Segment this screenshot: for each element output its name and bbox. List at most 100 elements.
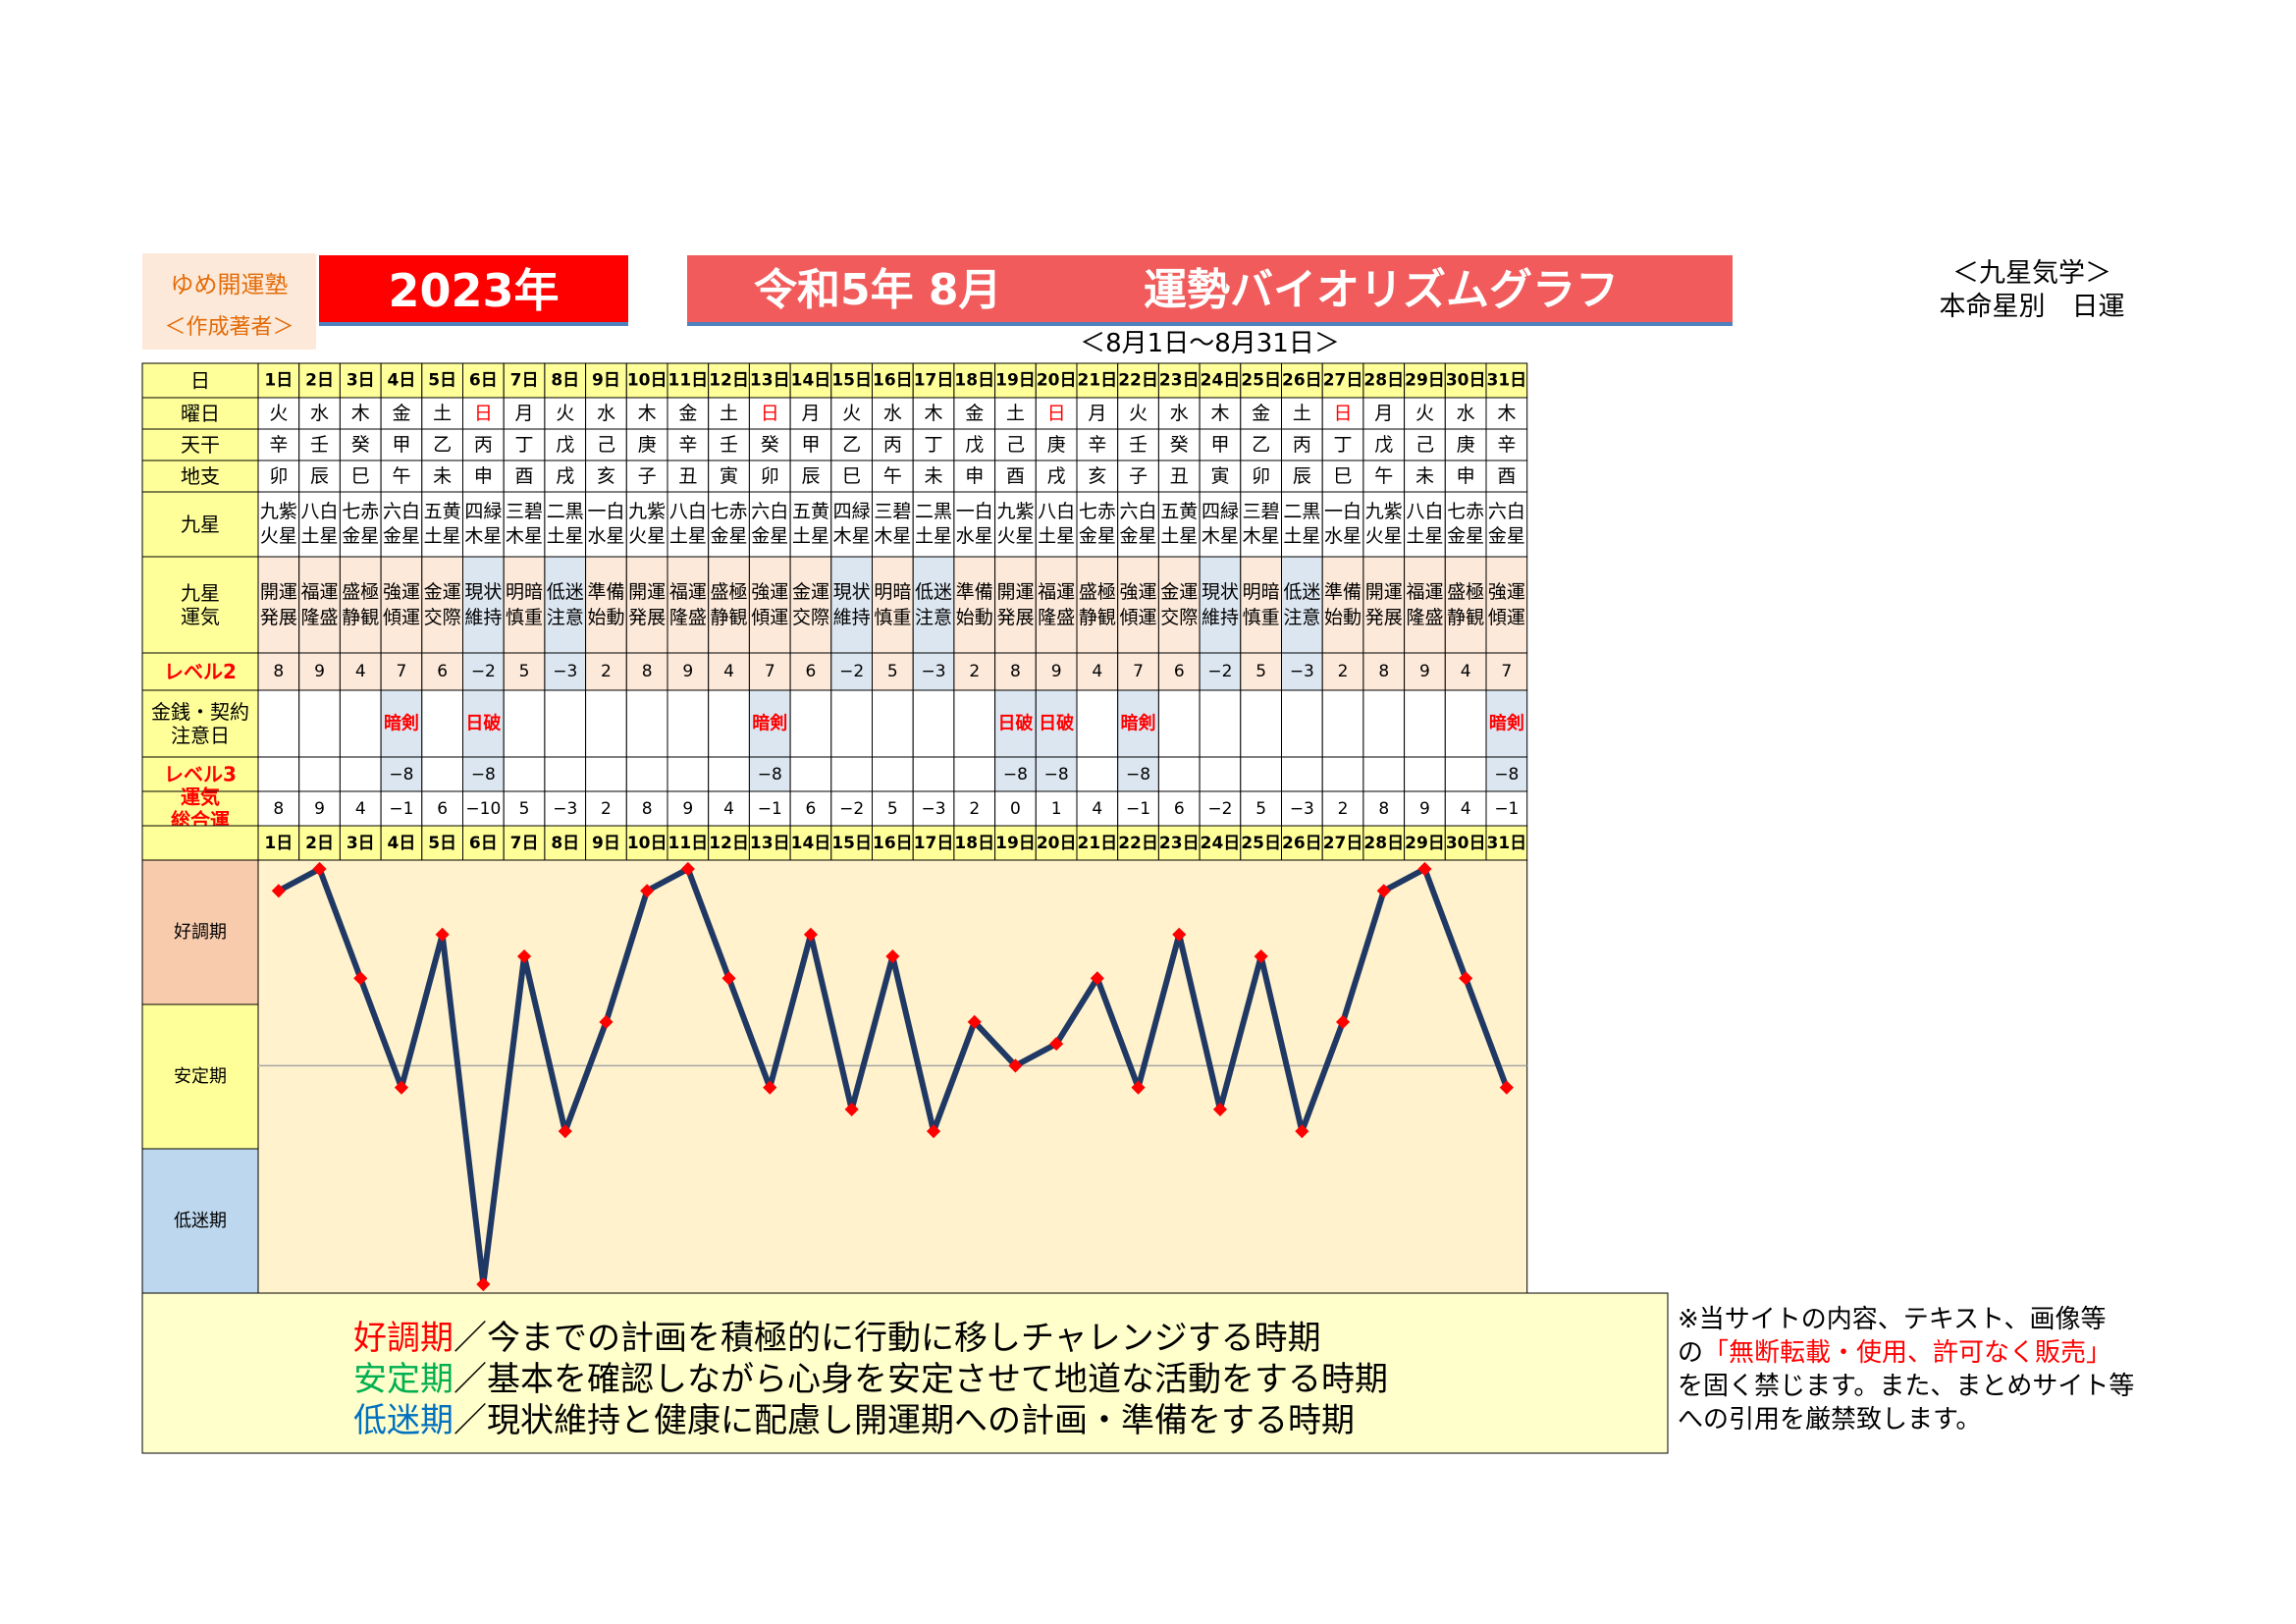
level2-value: 9 (682, 662, 693, 681)
stem-label: 丁 (1334, 434, 1353, 456)
total-value: 5 (1255, 799, 1266, 819)
level3-value: −8 (471, 765, 496, 785)
star-label-top: 六白 (1488, 501, 1525, 522)
branch-label: 申 (965, 465, 984, 487)
fortune-cell (1035, 556, 1078, 654)
level2-cell (257, 652, 300, 691)
star-label-bottom: 金星 (711, 525, 748, 547)
star-label-bottom: 金星 (1120, 525, 1157, 547)
star-label-bottom: 水星 (587, 525, 624, 547)
level2-cell (1199, 652, 1242, 691)
x-tick-label: 14日 (791, 834, 831, 853)
day-header-label: 28日 (1363, 371, 1404, 391)
branch-cell (830, 460, 873, 493)
fortune-label-bottom: 隆盛 (301, 607, 339, 628)
total-value: 2 (1338, 799, 1349, 819)
fortune-label-bottom: 静観 (1447, 607, 1484, 628)
data-point-marker (1295, 1124, 1309, 1139)
money-caution-cell (1240, 689, 1283, 758)
year-banner: 2023年 (319, 255, 628, 326)
total-value: 8 (273, 799, 284, 819)
legend-low-text: ／現状維持と健康に配慮し開運期への計画・準備をする時期 (454, 1401, 1355, 1440)
star-label-top: 九紫 (1365, 501, 1403, 522)
star-label-top: 四緑 (464, 501, 502, 522)
day-header-label: 20日 (1037, 371, 1077, 391)
total-cell (708, 790, 750, 827)
branch-label: 卯 (761, 465, 779, 487)
stem-cell (1199, 428, 1242, 461)
star-label-bottom: 土星 (1038, 525, 1075, 547)
weekday-label: 水 (597, 403, 615, 424)
branch-label: 巳 (351, 465, 370, 487)
star-label-top: 四緑 (833, 501, 871, 522)
star-label-top: 七赤 (1079, 501, 1116, 522)
star-label-bottom: 土星 (1283, 525, 1320, 547)
stem-label: 丁 (925, 434, 943, 456)
legend-good-head: 好調期 (353, 1319, 454, 1358)
x-tick-label: 27日 (1323, 834, 1363, 853)
star-cell (994, 491, 1037, 558)
day-header-label: 26日 (1282, 371, 1322, 391)
branch-label: 酉 (515, 465, 534, 487)
stem-label: 壬 (720, 434, 738, 456)
plot-area (257, 859, 1528, 1294)
org-label: ゆめ開運塾 ＜作成著者＞ (142, 253, 316, 350)
fortune-label-bottom: 交際 (1160, 607, 1198, 628)
level2-value: 6 (1174, 662, 1185, 681)
branch-label: 子 (638, 465, 657, 487)
stem-cell (667, 428, 710, 461)
branch-label: 辰 (801, 465, 820, 487)
star-cell (1035, 491, 1078, 558)
data-point-marker (926, 1124, 941, 1139)
fortune-label-top: 低迷 (1283, 581, 1320, 603)
level3-cell (421, 756, 463, 792)
stem-label: 庚 (1047, 434, 1066, 456)
star-label-bottom: 木星 (833, 525, 871, 547)
stem-label: 甲 (392, 434, 410, 456)
day-header-label: 9日 (592, 371, 620, 391)
fortune-label-bottom: 交際 (424, 607, 461, 628)
weekday-label: 日 (1047, 403, 1066, 424)
stem-label: 癸 (761, 434, 779, 456)
stem-label: 乙 (842, 434, 861, 456)
level2-value: 4 (1092, 662, 1102, 681)
weekday-cell (1157, 397, 1201, 430)
level3-cell (257, 756, 300, 792)
stem-label: 辛 (1497, 434, 1516, 456)
star-label-top: 九紫 (260, 501, 297, 522)
stem-label: 丙 (474, 434, 493, 456)
stem-label: 戊 (556, 434, 574, 456)
weekday-cell (585, 397, 627, 430)
branch-cell (1035, 460, 1078, 493)
day-header-label: 11日 (668, 371, 709, 391)
level2-cell (748, 652, 791, 691)
star-label-bottom: 金星 (1079, 525, 1116, 547)
level2-value: 4 (355, 662, 366, 681)
data-point-marker (844, 1102, 859, 1116)
fortune-label-top: 金運 (424, 581, 461, 603)
weekday-label: 木 (351, 403, 370, 424)
stem-cell (1281, 428, 1323, 461)
level3-cell (544, 756, 587, 792)
weekday-label: 土 (720, 403, 738, 424)
weekday-cell (1444, 397, 1487, 430)
fortune-cell (872, 556, 914, 654)
fortune-cell (1157, 556, 1201, 654)
weekday-label: 火 (269, 403, 288, 424)
day-header-label: 15日 (831, 371, 872, 391)
data-point-marker (1417, 861, 1432, 877)
org-role: ＜作成著者＞ (164, 315, 294, 340)
day-header-label: 30日 (1446, 371, 1486, 391)
weekday-cell (503, 397, 546, 430)
data-point-marker (516, 948, 532, 964)
level2-value: 5 (519, 662, 530, 681)
stem-label: 戊 (1374, 434, 1393, 456)
day-header-cell (585, 362, 627, 399)
weekday-cell (1362, 397, 1406, 430)
copyright-notice: ※当サイトの内容、テキスト、画像等 の「無断転載・使用、許可なく販売」 を固く禁… (1668, 1293, 2159, 1453)
fortune-cell (503, 556, 546, 654)
level2-cell (708, 652, 750, 691)
row-label-level3-text: レベル3 (164, 763, 237, 786)
branch-label: 寅 (720, 465, 738, 487)
star-cell (298, 491, 341, 558)
